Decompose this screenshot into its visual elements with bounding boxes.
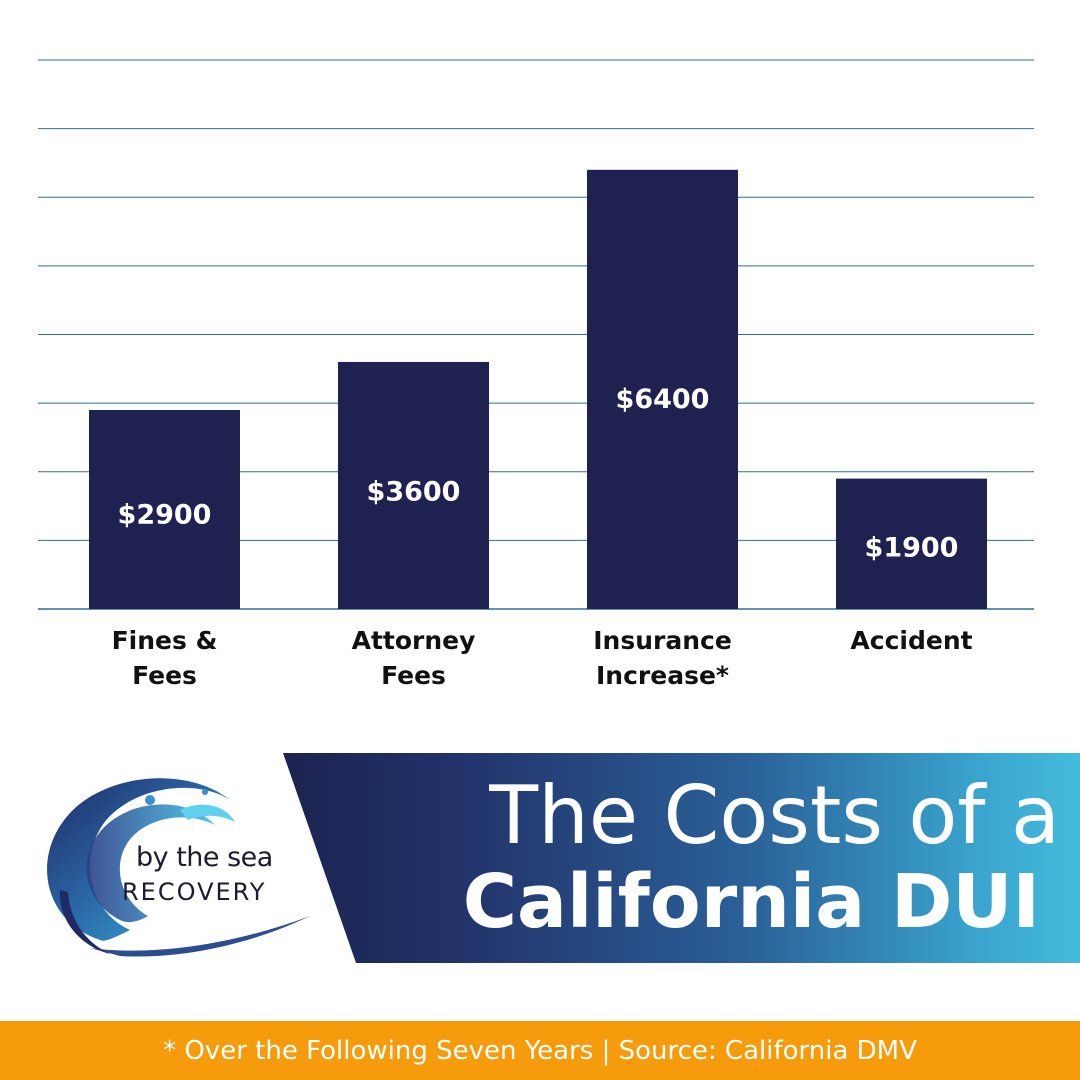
title-banner (283, 753, 1080, 963)
category-label: Attorney Fees (352, 626, 476, 690)
wave-logo-icon (47, 778, 310, 957)
category-label: Fines & Fees (112, 626, 218, 690)
category-label: Accident (850, 626, 972, 655)
category-label: Insurance Increase* (593, 626, 732, 690)
bar (89, 409, 240, 609)
bars (89, 169, 987, 610)
bar (338, 361, 489, 609)
title-line-1: The Costs of a (489, 769, 1060, 862)
logo-text-line-2: RECOVERY (122, 878, 267, 906)
logo-text-line-1: by the sea (136, 842, 273, 873)
bar-value-label: $3600 (367, 476, 461, 507)
category-labels: Fines & Fees Attorney Fees Insurance Increase… (112, 626, 973, 690)
bar (587, 169, 738, 610)
bar-value-label: $1900 (865, 532, 959, 563)
title-line-2: California DUI (462, 859, 1040, 945)
bar-value-label: $2900 (118, 499, 212, 530)
bar-value-label: $6400 (616, 384, 710, 415)
value-labels: $2900 $3600 $6400 $1900 (118, 384, 959, 563)
bar-chart: $2900 $3600 $6400 $1900 Fines & Fees Attorney… (38, 59, 1034, 690)
footer-note: * Over the Following Seven Years | Sourc… (163, 1035, 917, 1066)
logo: by the sea RECOVERY (30, 770, 320, 960)
bar (836, 478, 987, 609)
footer-bar: * Over the Following Seven Years | Sourc… (0, 1021, 1080, 1080)
